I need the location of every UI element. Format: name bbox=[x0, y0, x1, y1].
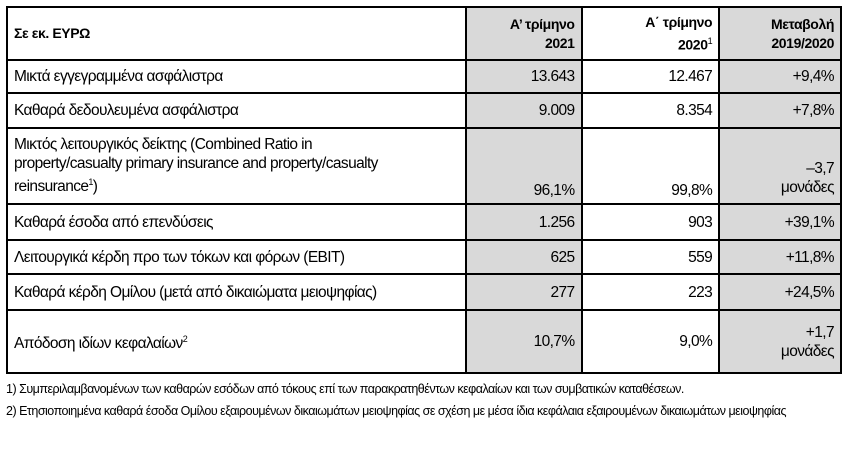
row-label: Λειτουργικά κέρδη προ των τόκων και φόρω… bbox=[6, 239, 467, 275]
table-header-row: Σε εκ. ΕΥΡΩ Α’ τρίμηνο 2021 Α΄ τρίμηνο 202… bbox=[6, 6, 842, 61]
header-q1-2021: Α’ τρίμηνο 2021 bbox=[464, 6, 583, 61]
value-q1-2021: 10,7% bbox=[464, 309, 583, 374]
header-q1-2020: Α΄ τρίμηνο 20201 bbox=[580, 6, 721, 61]
change-value: –3,7 bbox=[806, 160, 834, 177]
value-q1-2021: 13.643 bbox=[464, 59, 583, 94]
value-change: +1,7 μονάδες bbox=[718, 309, 842, 374]
table-row: Καθαρά κέρδη Ομίλου (μετά από δικαιώματα… bbox=[6, 273, 842, 311]
footnote-2: 2) Ετησιοποιημένα καθαρά έσοδα Ομίλου εξ… bbox=[6, 404, 786, 418]
table-row: Λειτουργικά κέρδη προ των τόκων και φόρω… bbox=[6, 239, 842, 275]
value-change: +11,8% bbox=[718, 239, 842, 275]
header-q1-2020-line2: 2020 bbox=[678, 36, 708, 53]
value-q1-2021: 277 bbox=[464, 273, 583, 311]
value-change: +7,8% bbox=[718, 92, 842, 129]
financial-results-table: Σε εκ. ΕΥΡΩ Α’ τρίμηνο 2021 Α΄ τρίμηνο 202… bbox=[6, 6, 842, 374]
header-change-line2: 2019/2020 bbox=[771, 34, 834, 51]
table-row: Απόδοση ιδίων κεφαλαίων2 10,7% 9,0% +1,7… bbox=[6, 309, 842, 374]
value-change: +9,4% bbox=[718, 59, 842, 94]
header-unit-label: Σε εκ. ΕΥΡΩ bbox=[6, 6, 467, 61]
row-label: Μικτός λειτουργικός δείκτης (Combined Ra… bbox=[6, 127, 467, 205]
value-change: +24,5% bbox=[718, 273, 842, 311]
value-q1-2021: 1.256 bbox=[464, 203, 583, 241]
row-label-text: Μικτός λειτουργικός δείκτης (Combined Ra… bbox=[14, 136, 378, 196]
value-q1-2020: 8.354 bbox=[580, 92, 721, 129]
header-q1-2021-line2: 2021 bbox=[544, 34, 575, 51]
footnote-ref: 1 bbox=[707, 35, 713, 46]
footnote-ref: 2 bbox=[182, 333, 188, 344]
value-q1-2020: 223 bbox=[580, 273, 721, 311]
header-change: Μεταβολή 2019/2020 bbox=[718, 6, 842, 61]
row-label: Απόδοση ιδίων κεφαλαίων2 bbox=[6, 309, 467, 374]
value-q1-2020: 99,8% bbox=[580, 127, 721, 205]
change-unit: μονάδες bbox=[780, 179, 835, 196]
footnote-1: 1) Συμπεριλαμβανομένων των καθαρών εσόδω… bbox=[6, 382, 684, 396]
header-q1-2020-line1: Α΄ τρίμηνο bbox=[645, 13, 713, 30]
row-label: Μικτά εγγεγραμμένα ασφάλιστρα bbox=[6, 59, 467, 94]
value-q1-2020: 903 bbox=[580, 203, 721, 241]
row-label: Καθαρά δεδουλευμένα ασφάλιστρα bbox=[6, 92, 467, 129]
change-unit: μονάδες bbox=[780, 342, 835, 360]
value-q1-2020: 9,0% bbox=[580, 309, 721, 374]
header-q1-2021-line1: Α’ τρίμηνο bbox=[509, 15, 575, 32]
table-row: Μικτός λειτουργικός δείκτης (Combined Ra… bbox=[6, 127, 842, 205]
value-change: +39,1% bbox=[718, 203, 842, 241]
row-label: Καθαρά κέρδη Ομίλου (μετά από δικαιώματα… bbox=[6, 273, 467, 311]
value-change: –3,7 μονάδες bbox=[718, 127, 842, 205]
row-label-end: ) bbox=[92, 178, 98, 196]
change-value: +1,7 bbox=[805, 323, 835, 341]
footnote-ref: 1 bbox=[88, 177, 93, 188]
table-row: Μικτά εγγεγραμμένα ασφάλιστρα 13.643 12.… bbox=[6, 59, 842, 94]
value-q1-2021: 625 bbox=[464, 239, 583, 275]
table-row: Καθαρά δεδουλευμένα ασφάλιστρα 9.009 8.3… bbox=[6, 92, 842, 129]
value-q1-2021: 9.009 bbox=[464, 92, 583, 129]
header-change-line1: Μεταβολή bbox=[770, 15, 834, 32]
value-q1-2020: 559 bbox=[580, 239, 721, 275]
row-label: Καθαρά έσοδα από επενδύσεις bbox=[6, 203, 467, 241]
table-row: Καθαρά έσοδα από επενδύσεις 1.256 903 +3… bbox=[6, 203, 842, 241]
row-label-text: Απόδοση ιδίων κεφαλαίων bbox=[14, 335, 183, 353]
footnotes: 1) Συμπεριλαμβανομένων των καθαρών εσόδω… bbox=[6, 381, 851, 419]
value-q1-2020: 12.467 bbox=[580, 59, 721, 94]
value-q1-2021: 96,1% bbox=[464, 127, 583, 205]
